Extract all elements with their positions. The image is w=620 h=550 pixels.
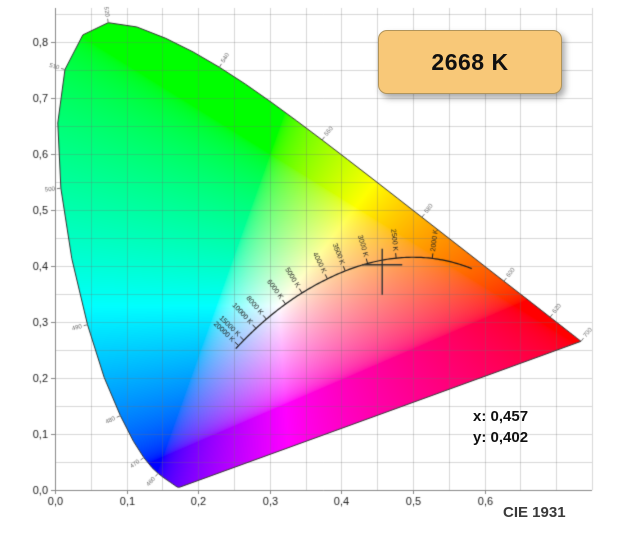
x-readout: x: 0,457: [473, 408, 529, 425]
xy-readout: x: 0,457 y: 0,402: [473, 406, 528, 448]
cct-value: 2668 K: [431, 48, 509, 75]
y-readout: y: 0,402: [473, 429, 529, 446]
cct-badge: 2668 K: [378, 30, 562, 94]
diagram-title: CIE 1931: [503, 504, 566, 521]
